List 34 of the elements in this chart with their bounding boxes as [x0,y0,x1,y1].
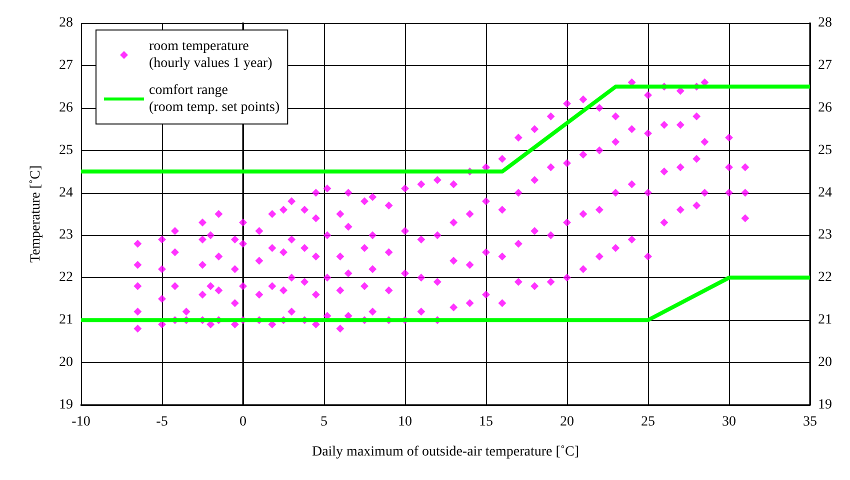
y-tick-label: 23 [59,228,73,243]
y2-tick-label: 25 [818,142,832,158]
legend-label: comfort range (room temp. set points) [149,83,280,115]
y-axis-title: Temperature [˚C] [28,165,44,263]
x-tick-label: -5 [156,414,168,430]
x-tick-label: 20 [560,414,574,430]
y2-tick-label: 28 [818,16,832,30]
y-tick-label: 21 [59,312,73,328]
y2-tick-label: 20 [818,355,832,370]
y-tick-label: 24 [59,185,73,200]
x-tick-label: 35 [803,414,817,430]
y-tick-label: 19 [59,398,73,412]
y2-tick-label: 27 [818,58,832,73]
y2-tick-label: 19 [818,398,832,412]
x-tick-label: 30 [722,414,736,430]
x-tick-label: 25 [641,414,655,430]
y2-tick-label: 21 [818,312,832,328]
y-tick-label: 28 [59,16,73,30]
x-tick-label: 0 [240,414,246,430]
y-tick-label: 20 [59,355,73,370]
y2-tick-label: 23 [818,228,832,243]
y-tick-label: 25 [59,142,73,158]
x-tick-label: 15 [479,414,493,430]
y-tick-label: 26 [59,100,73,116]
x-tick-label: -10 [72,414,90,430]
y-tick-label: 22 [59,270,73,286]
x-tick-label: 10 [398,414,412,430]
legend-label: room temperature (hourly values 1 year) [149,39,273,71]
y2-tick-label: 24 [818,185,832,200]
x-axis-title: Daily maximum of outside-air temperature [˚C] [312,444,580,460]
x-tick-label: 5 [320,414,328,430]
y-tick-label: 27 [59,58,73,73]
y2-tick-label: 22 [818,270,832,286]
y2-tick-label: 26 [818,100,832,116]
